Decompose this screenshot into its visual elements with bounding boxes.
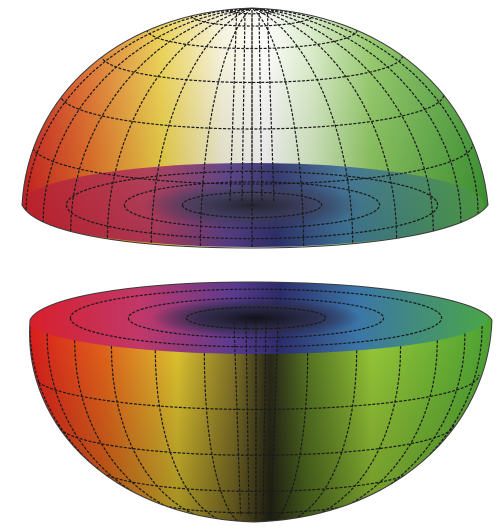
bottom-hemisphere-top-core: [151, 298, 361, 338]
meridian-line: [255, 350, 358, 522]
meridian-line: [110, 346, 257, 522]
meridian-line: [70, 8, 253, 232]
core-line: [258, 11, 263, 202]
meridian-line: [251, 8, 479, 215]
core-line: [229, 11, 238, 202]
meridian-line: [251, 8, 398, 238]
top-ring: [69, 288, 443, 348]
top-hemisphere-wireframe: [25, 8, 479, 247]
core-line: [266, 11, 275, 202]
core-line: [241, 11, 246, 202]
meridian-line: [106, 8, 253, 238]
latitude-line: [30, 144, 474, 185]
core-line: [262, 321, 267, 517]
base-ring: [65, 170, 439, 240]
meridian-line: [203, 353, 257, 522]
meridian-line: [251, 8, 354, 243]
core-line: [245, 321, 250, 517]
meridian-line: [255, 353, 309, 522]
meridian-line: [251, 8, 462, 224]
meridian-line: [199, 8, 253, 246]
meridian-line: [25, 8, 253, 215]
meridian-line: [255, 346, 402, 522]
meridian-line: [251, 8, 434, 232]
top-hemisphere: [21, 7, 489, 249]
meridian-line: [42, 8, 253, 224]
bottom-hemisphere: [29, 281, 493, 523]
meridian-line: [154, 350, 257, 522]
core-line: [270, 321, 279, 517]
latitude-line: [225, 8, 279, 15]
base-ring: [181, 191, 323, 219]
meridian-line: [251, 8, 305, 246]
base-ring: [123, 181, 381, 229]
top-hemisphere-outline: [21, 7, 489, 249]
bottom-hemisphere-outline: [29, 281, 493, 523]
top-ring: [185, 306, 327, 330]
core-line: [233, 321, 242, 517]
top-ring: [127, 297, 385, 339]
